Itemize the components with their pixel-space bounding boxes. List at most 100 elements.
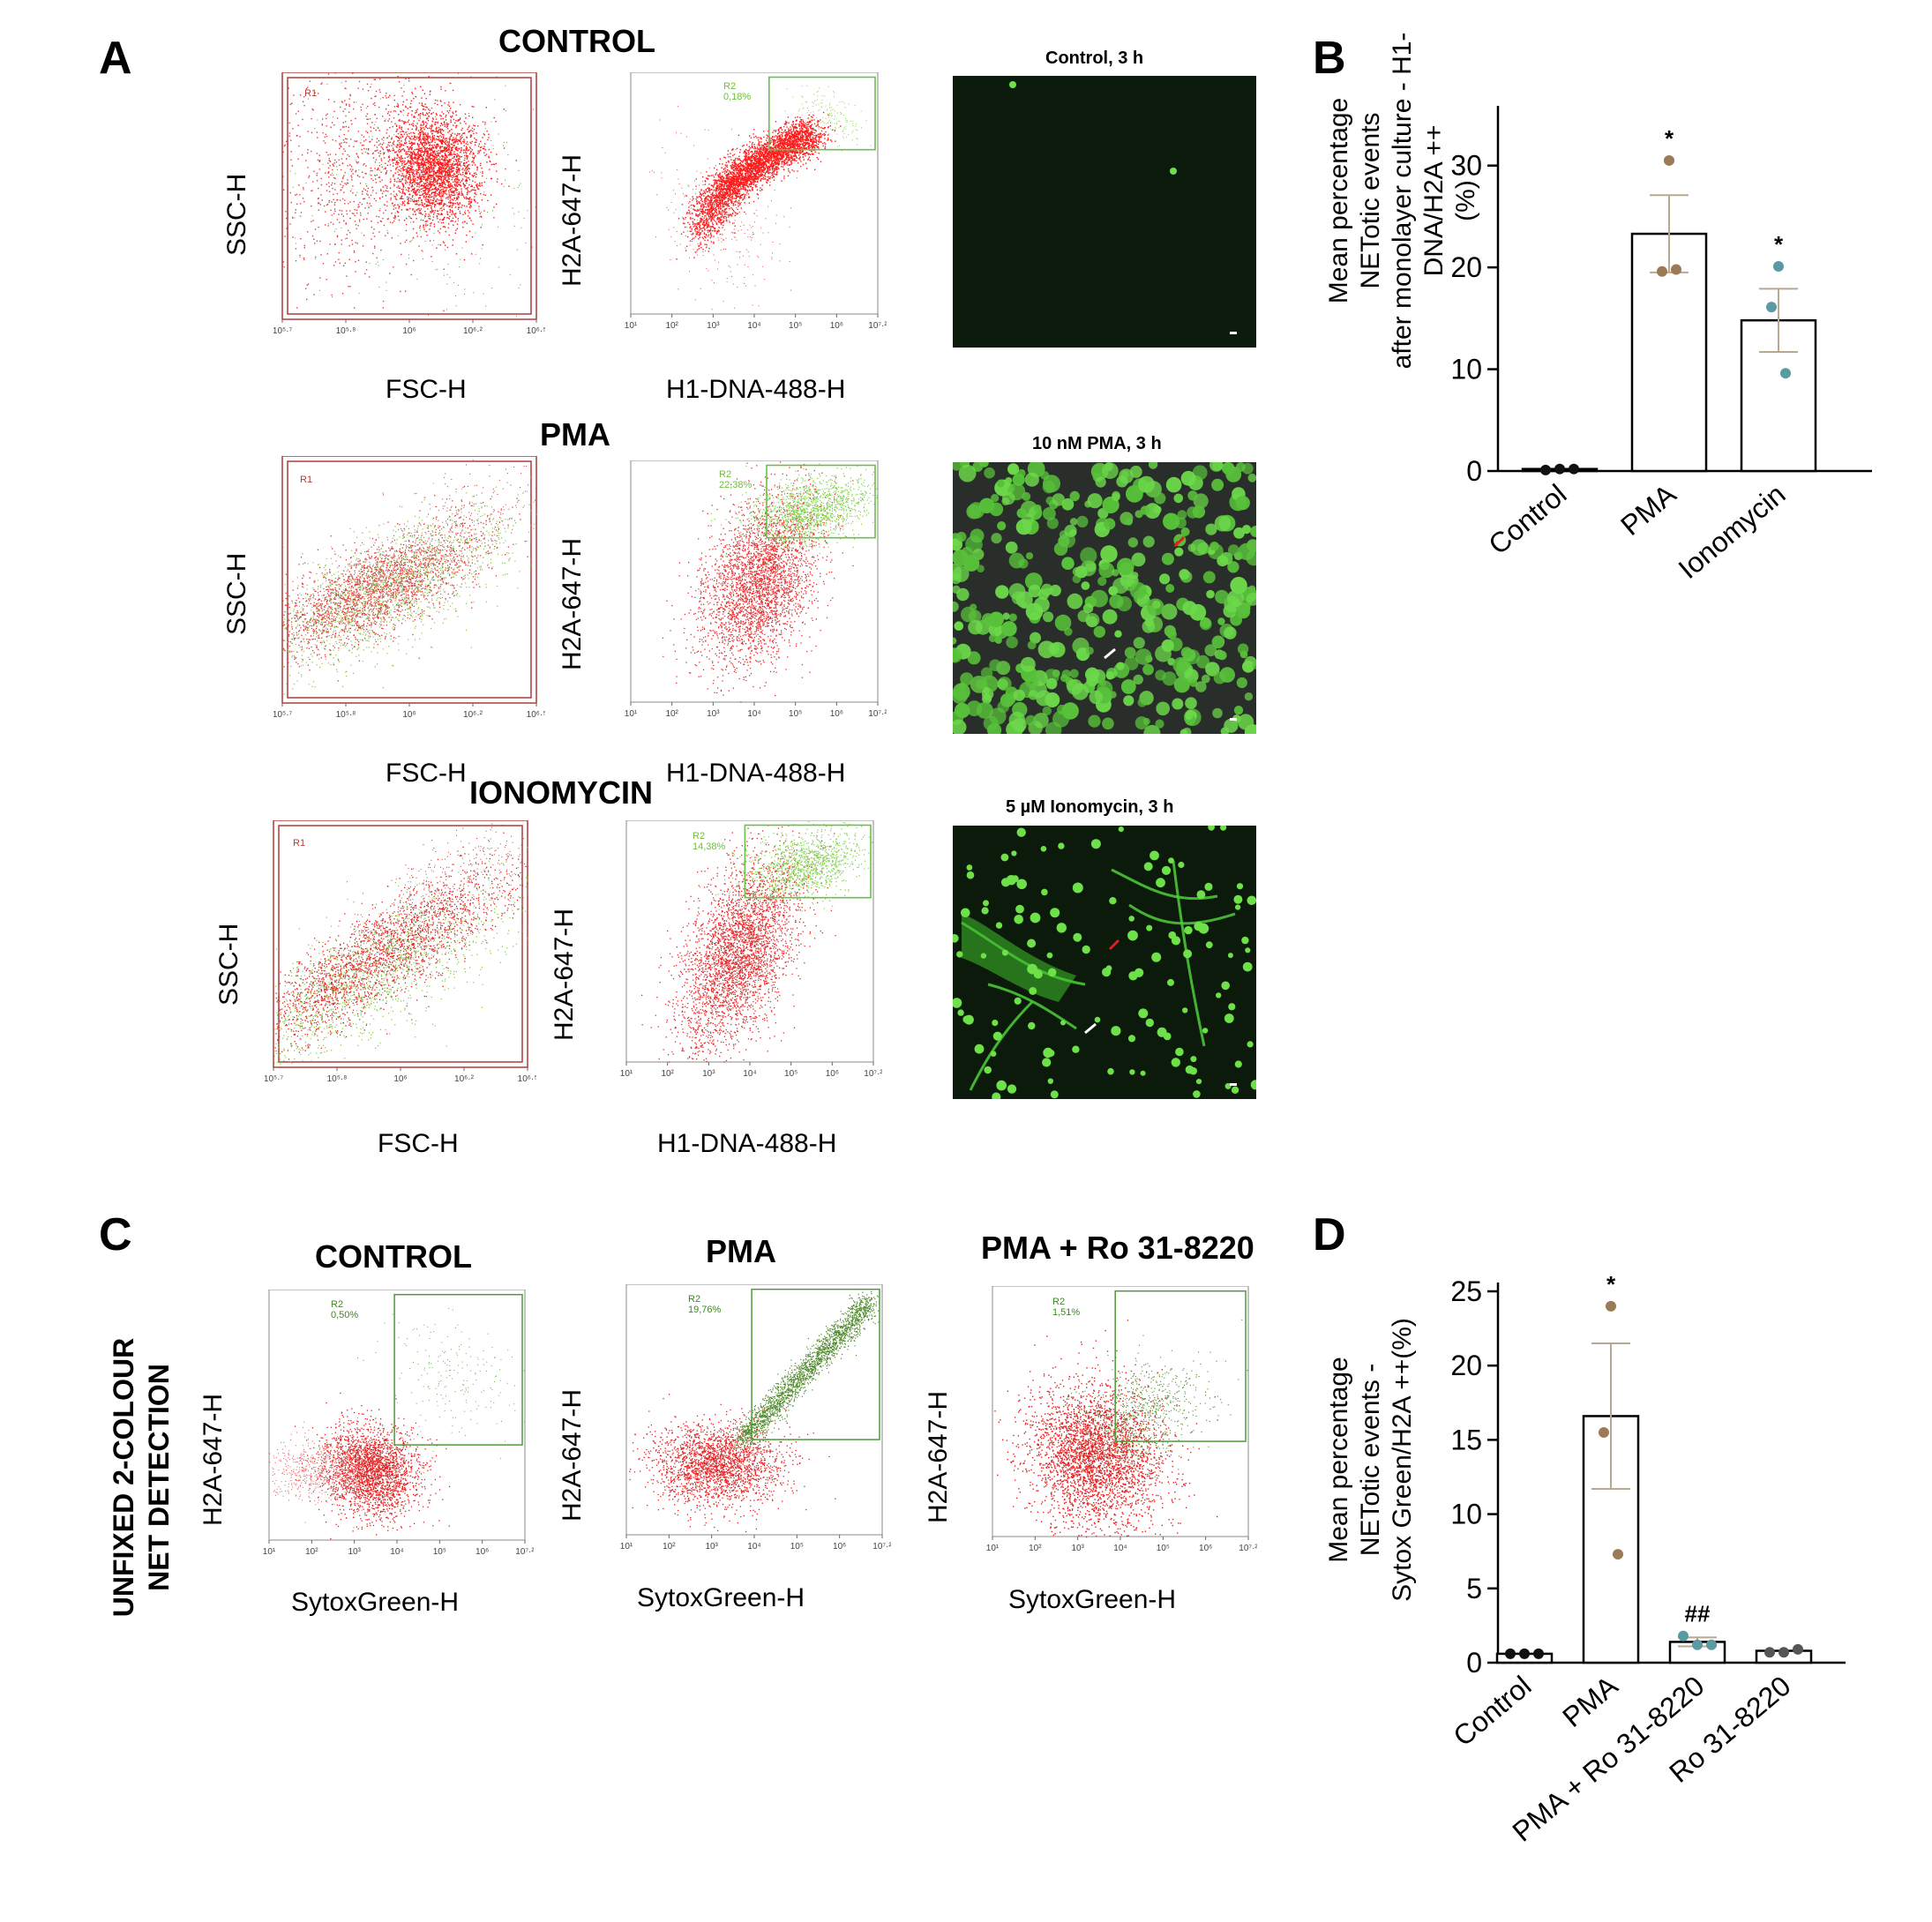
panel-c-gate-label-pma-ro: R2 1,51% <box>1052 1297 1080 1318</box>
micrograph-title-ionomycin: 5 µM Ionomycin, 3 h <box>1006 797 1173 818</box>
y-tick-label: 0 <box>1466 455 1482 487</box>
panel-c-ylabel-pma-ro: H2A-647-H <box>924 1391 954 1523</box>
xlabel-fsc-pma: FSC-H <box>386 759 467 789</box>
svg-text:10⁷·²: 10⁷·² <box>868 321 887 331</box>
ylabel-h2a-ionomycin: H2A-647-H <box>550 909 580 1041</box>
panel-b-chart: Mean percentage NETotic events after mon… <box>1323 0 1923 600</box>
svg-text:10⁵·⁷: 10⁵·⁷ <box>273 326 292 336</box>
sytox-h2a-scatter-pma-ro: 10¹ 10² 10³ 10⁴ 10⁵ 10⁶ 10⁷·² <box>986 1286 1257 1553</box>
svg-text:10⁶·²: 10⁶·² <box>463 326 483 336</box>
data-point-2-1 <box>1766 302 1777 313</box>
condition-title-control: CONTROL <box>498 23 655 60</box>
xlabel-h1-ionomycin: H1-DNA-488-H <box>657 1129 836 1159</box>
fsc-ssc-scatter-ionomycin: 10⁵·⁷ 10⁵·⁸ 10⁶ 10⁶·² 10⁶·⁵ <box>265 820 536 1084</box>
panel-label-d: D <box>1313 1208 1346 1261</box>
micrograph-control <box>953 76 1256 348</box>
xlabel-h1-control: H1-DNA-488-H <box>666 375 845 405</box>
h1-h2a-scatter-pma: 10¹ 10² 10³ 10⁴ 10⁵ 10⁶ 10⁷·² <box>625 460 887 719</box>
panel-c-xlabel-pma: SytoxGreen-H <box>637 1583 805 1613</box>
panel-b-bar-plot: 0 10 20 30 Control * PMA * Ionomycin <box>1450 106 1872 585</box>
panel-c-gate-label-control: R2 0,50% <box>331 1299 358 1320</box>
panel-c-xlabel-control: SytoxGreen-H <box>291 1588 459 1618</box>
data-point-3-2 <box>1793 1643 1803 1655</box>
significance-1: * <box>1665 125 1674 152</box>
ylabel-ssc-control: SSC-H <box>222 174 252 256</box>
h1-h2a-scatter-control: 10¹ 10² 10³ 10⁴ 10⁵ 10⁶ 10⁷·² <box>625 72 887 331</box>
bar-1 <box>1630 232 1708 473</box>
significance-2: * <box>1774 231 1784 258</box>
svg-text:10⁴: 10⁴ <box>747 321 760 331</box>
data-point-1-2 <box>1613 1549 1623 1560</box>
data-point-2-2 <box>1706 1639 1717 1650</box>
y-tick-label: 5 <box>1466 1573 1482 1604</box>
gate-label-r1-pma: R1 <box>300 475 312 485</box>
chart-d-axes: 0 5 10 15 20 25 <box>1450 1275 1846 1679</box>
data-point-3-1 <box>1778 1647 1789 1658</box>
panel-c-title-control: CONTROL <box>315 1238 472 1275</box>
panel-c-side-title-line2: NET DETECTION <box>143 1364 175 1591</box>
category-label-1: PMA <box>1556 1669 1624 1733</box>
ylabel-h2a-pma: H2A-647-H <box>558 538 588 670</box>
micrograph-title-pma: 10 nM PMA, 3 h <box>1032 434 1162 454</box>
data-point-0-1 <box>1519 1648 1530 1659</box>
category-label-1: PMA <box>1614 477 1682 542</box>
condition-title-pma: PMA <box>540 416 610 453</box>
y-tick-label: 0 <box>1466 1647 1482 1679</box>
data-point-1-0 <box>1606 1300 1616 1312</box>
panel-c-ylabel-pma: H2A-647-H <box>558 1389 588 1522</box>
sytox-h2a-scatter-control: 10¹ 10² 10³ 10⁴ 10⁵ 10⁶ 10⁷·² <box>263 1290 534 1557</box>
significance-1: * <box>1606 1271 1616 1298</box>
y-tick-label: 20 <box>1450 1350 1482 1381</box>
ylabel-ssc-ionomycin: SSC-H <box>214 924 244 1006</box>
gate-label-r2-ionomycin: R2 14,38% <box>693 831 725 852</box>
y-tick-label: 25 <box>1450 1275 1482 1307</box>
data-point-2-0 <box>1773 260 1784 272</box>
condition-title-ionomycin: IONOMYCIN <box>469 774 653 811</box>
fsc-ssc-scatter-control: 10⁵·⁷ 10⁵·⁸ 10⁶ 10⁶·² 10⁶·⁵ <box>273 72 545 336</box>
data-point-0-0 <box>1505 1648 1516 1659</box>
svg-text:10²: 10² <box>665 321 678 331</box>
panel-c-xlabel-pma-ro: SytoxGreen-H <box>1008 1585 1176 1615</box>
data-point-1-1 <box>1599 1426 1609 1438</box>
y-tick-label: 10 <box>1450 354 1482 385</box>
data-point-1-2 <box>1671 264 1681 275</box>
svg-text:10⁵·⁸: 10⁵·⁸ <box>336 326 356 336</box>
panel-c-title-pma-ro: PMA + Ro 31-8220 <box>981 1230 1254 1267</box>
panel-label-a: A <box>99 32 132 85</box>
category-label-0: Control <box>1482 478 1572 561</box>
data-point-0-1 <box>1554 463 1565 475</box>
xlabel-fsc-ionomycin: FSC-H <box>378 1129 459 1159</box>
gate-label-r2-control: R2 0,18% <box>723 81 751 102</box>
significance-2: ## <box>1685 1601 1711 1627</box>
panel-d-chart: Mean percentage NETotic events - Sytox G… <box>1323 1217 1923 1914</box>
fsc-ssc-scatter-pma: 10⁵·⁷ 10⁵·⁸ 10⁶ 10⁶·² 10⁶·⁵ <box>273 456 545 720</box>
data-point-0-2 <box>1533 1648 1544 1659</box>
y-tick-label: 15 <box>1450 1424 1482 1455</box>
svg-text:10¹: 10¹ <box>625 321 638 331</box>
svg-text:10⁶: 10⁶ <box>402 326 416 336</box>
xlabel-h1-pma: H1-DNA-488-H <box>666 759 845 789</box>
ylabel-h2a-control: H2A-647-H <box>558 154 588 287</box>
panel-label-c: C <box>99 1208 132 1261</box>
panel-c-title-pma: PMA <box>706 1233 776 1270</box>
svg-text:10³: 10³ <box>707 321 720 331</box>
y-tick-label: 10 <box>1450 1499 1482 1530</box>
svg-text:10⁵: 10⁵ <box>789 321 802 331</box>
gate-label-r1-control: R1 <box>304 88 317 99</box>
svg-text:10⁶·⁵: 10⁶·⁵ <box>527 326 545 336</box>
gate-label-r2-pma: R2 22,38% <box>719 469 752 490</box>
y-tick-label: 20 <box>1450 251 1482 283</box>
micrograph-title-control: Control, 3 h <box>1045 49 1143 69</box>
gate-label-r1-ionomycin: R1 <box>293 838 305 849</box>
data-point-0-0 <box>1540 464 1551 475</box>
panel-c-ylabel-control: H2A-647-H <box>198 1394 228 1526</box>
ylabel-ssc-pma: SSC-H <box>222 553 252 635</box>
svg-text:10⁶: 10⁶ <box>830 321 843 331</box>
panel-c-gate-label-pma: R2 19,76% <box>688 1294 721 1315</box>
panel-c-side-title-line1: UNFIXED 2-COLOUR <box>108 1338 139 1617</box>
h1-h2a-scatter-ionomycin: 10¹ 10² 10³ 10⁴ 10⁵ 10⁶ 10⁷·² <box>620 820 882 1079</box>
data-point-3-0 <box>1764 1647 1775 1658</box>
data-point-2-1 <box>1692 1639 1703 1650</box>
data-point-2-0 <box>1678 1630 1689 1642</box>
